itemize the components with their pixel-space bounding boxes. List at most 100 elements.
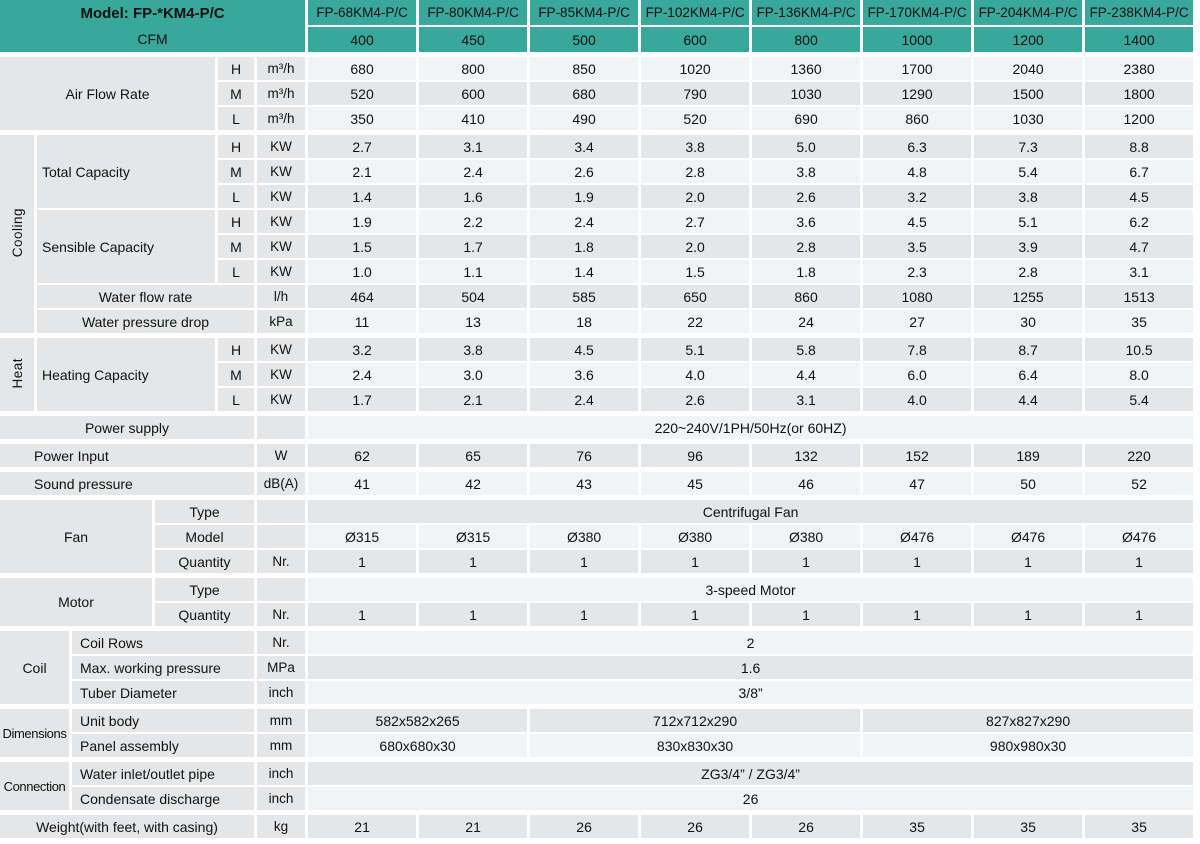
speed-label: L — [218, 260, 254, 283]
heating-capacity-m-value-9: 8.0 — [1085, 363, 1194, 386]
fan-model: Model Ø315 Ø315 Ø380 Ø380 Ø380 Ø476 Ø476 Ø476 — [0, 525, 1194, 548]
section-gap — [0, 706, 1193, 707]
column-header-3: FP-85KM4-P/C — [530, 0, 639, 25]
speed-label: H — [218, 57, 254, 80]
unit-label: kPa — [257, 310, 306, 333]
unit-body-label: Unit body — [72, 709, 254, 732]
water-inlet-outlet: Connection Water inlet/outlet pipe inch ZG3… — [0, 762, 1194, 810]
total-capacity-l-value-5: 2.0 — [641, 185, 750, 208]
heating-capacity-m-value-3: 3.0 — [419, 363, 528, 386]
sensible-capacity-h-value-9: 5.1 — [974, 210, 1083, 233]
gap — [0, 132, 1193, 133]
water-pressure-drop-value-6: 24 — [752, 310, 861, 333]
motor-quantity-value-2: 1 — [308, 603, 417, 626]
gap — [0, 441, 1193, 442]
sound-pressure-label: Sound pressure — [0, 472, 254, 495]
gap — [0, 628, 1193, 629]
unit-label: KW — [257, 235, 306, 258]
water-pressure-drop-label: Water pressure drop — [37, 310, 254, 333]
sound-pressure-value-3: 42 — [419, 472, 528, 495]
total-capacity-l-value-6: 2.6 — [752, 185, 861, 208]
speed-label: L — [218, 185, 254, 208]
speed-label: L — [218, 107, 254, 130]
unit-label: Nr. — [257, 550, 306, 573]
unit-label: MPa — [257, 656, 306, 679]
motor-quantity-value-6: 1 — [752, 603, 861, 626]
weight-value-3: 21 — [419, 815, 528, 838]
heating-capacity-label: Heating Capacity — [37, 338, 215, 411]
air-flow-m-value-2: 520 — [308, 82, 417, 105]
sensible-capacity-h-value-8: 4.5 — [863, 210, 972, 233]
sensible-capacity-h: Sensible Capacity H KW 1.9 2.2 2.4 2.7 3.6 4.5 5.… — [0, 210, 1194, 283]
sensible-capacity-m-value-4: 1.8 — [530, 235, 639, 258]
air-flow-l-value-3: 410 — [419, 107, 528, 130]
gap — [0, 469, 1193, 470]
air-flow-rate-label: Air Flow Rate — [0, 57, 215, 130]
total-capacity-m-value-9: 6.7 — [1085, 160, 1194, 183]
sensible-capacity-l-value-4: 1.4 — [530, 260, 639, 283]
air-flow-h-value-5: 850 — [530, 57, 639, 80]
sound-pressure-value-4: 43 — [530, 472, 639, 495]
weight-label: Weight(with feet, with casing) — [0, 815, 254, 838]
gap — [0, 413, 1193, 414]
water-flow-rate-value-3: 504 — [419, 285, 528, 308]
connection-group-label: Connection — [0, 762, 69, 810]
water-pressure-drop-value-9: 35 — [1085, 310, 1194, 333]
panel-assembly-value-3: 980x980x30 — [863, 734, 1194, 757]
heat-group-label: Heat — [0, 338, 34, 411]
speed-label: H — [218, 210, 254, 233]
water-flow-rate-value-5: 650 — [641, 285, 750, 308]
tuber-diameter: Tuber Diameter inch 3/8” — [0, 681, 1194, 704]
total-capacity-m: M KW 2.1 2.4 2.6 2.8 3.8 4.8 5.4 6.7 — [0, 160, 1194, 183]
heating-capacity-h-value-9: 7.8 — [863, 338, 972, 361]
unit-label: m³/h — [257, 107, 306, 130]
section-gap — [0, 812, 1193, 813]
unit-label-empty — [257, 578, 306, 601]
unit-label: inch — [257, 762, 306, 785]
coil-rows-label: Coil Rows — [72, 631, 254, 654]
gap — [0, 706, 1193, 707]
water-pressure-drop-value-2: 11 — [308, 310, 417, 333]
heating-capacity-h-value-10: 8.7 — [974, 338, 1083, 361]
air-flow-l-value-2: 350 — [308, 107, 417, 130]
total-capacity-h: Cooling Total Capacity H KW 2.7 3.1 3.4 3.8 5.0 6… — [0, 135, 1194, 333]
air-flow-h-value-3: 680 — [308, 57, 417, 80]
heating-capacity-l-value-3: 2.1 — [419, 388, 528, 411]
section-gap — [0, 441, 1193, 442]
max-working-pressure-label: Max. working pressure — [72, 656, 254, 679]
gap — [0, 497, 1193, 498]
power-input-value-9: 220 — [1085, 444, 1194, 467]
column-header-5: FP-136KM4-P/C — [752, 0, 861, 25]
sensible-capacity-m-value-7: 3.5 — [863, 235, 972, 258]
sensible-capacity-m: M KW 1.5 1.7 1.8 2.0 2.8 3.5 3.9 4.7 — [0, 235, 1194, 258]
water-pressure-drop-value-8: 30 — [974, 310, 1083, 333]
gap — [0, 812, 1193, 813]
air-flow-m-value-3: 600 — [419, 82, 528, 105]
sound-pressure-value-7: 47 — [863, 472, 972, 495]
unit-body-value-3: 827x827x290 — [863, 709, 1194, 732]
sensible-capacity-m-value-5: 2.0 — [641, 235, 750, 258]
air-flow-m-value-5: 790 — [641, 82, 750, 105]
air-flow-m-value-7: 1290 — [863, 82, 972, 105]
condensate-discharge-label: Condensate discharge — [72, 787, 254, 810]
unit-label-empty — [257, 416, 306, 439]
max-working-pressure: Max. working pressure MPa 1.6 — [0, 656, 1194, 679]
unit-label-empty — [257, 525, 306, 548]
air-flow-l-value-5: 520 — [641, 107, 750, 130]
motor-quantity-value-8: 1 — [974, 603, 1083, 626]
sensible-capacity-h-value-4: 2.2 — [419, 210, 528, 233]
total-capacity-l-value-7: 3.2 — [863, 185, 972, 208]
total-capacity-m-value-2: 2.1 — [308, 160, 417, 183]
fan-quantity-label: Quantity — [155, 550, 254, 573]
sensible-capacity-h-value-3: 1.9 — [308, 210, 417, 233]
total-capacity-h-value-6: 3.4 — [530, 135, 639, 158]
weight-value-9: 35 — [1085, 815, 1194, 838]
total-capacity-h-value-9: 6.3 — [863, 135, 972, 158]
total-capacity-h-value-5: 3.1 — [419, 135, 528, 158]
total-capacity-l-value-9: 4.5 — [1085, 185, 1194, 208]
heating-capacity-l-value-9: 5.4 — [1085, 388, 1194, 411]
section-gap — [0, 759, 1193, 760]
coil-group-label: Coil — [0, 631, 69, 704]
fan-quantity: Quantity Nr. 1 1 1 1 1 1 1 1 — [0, 550, 1194, 573]
